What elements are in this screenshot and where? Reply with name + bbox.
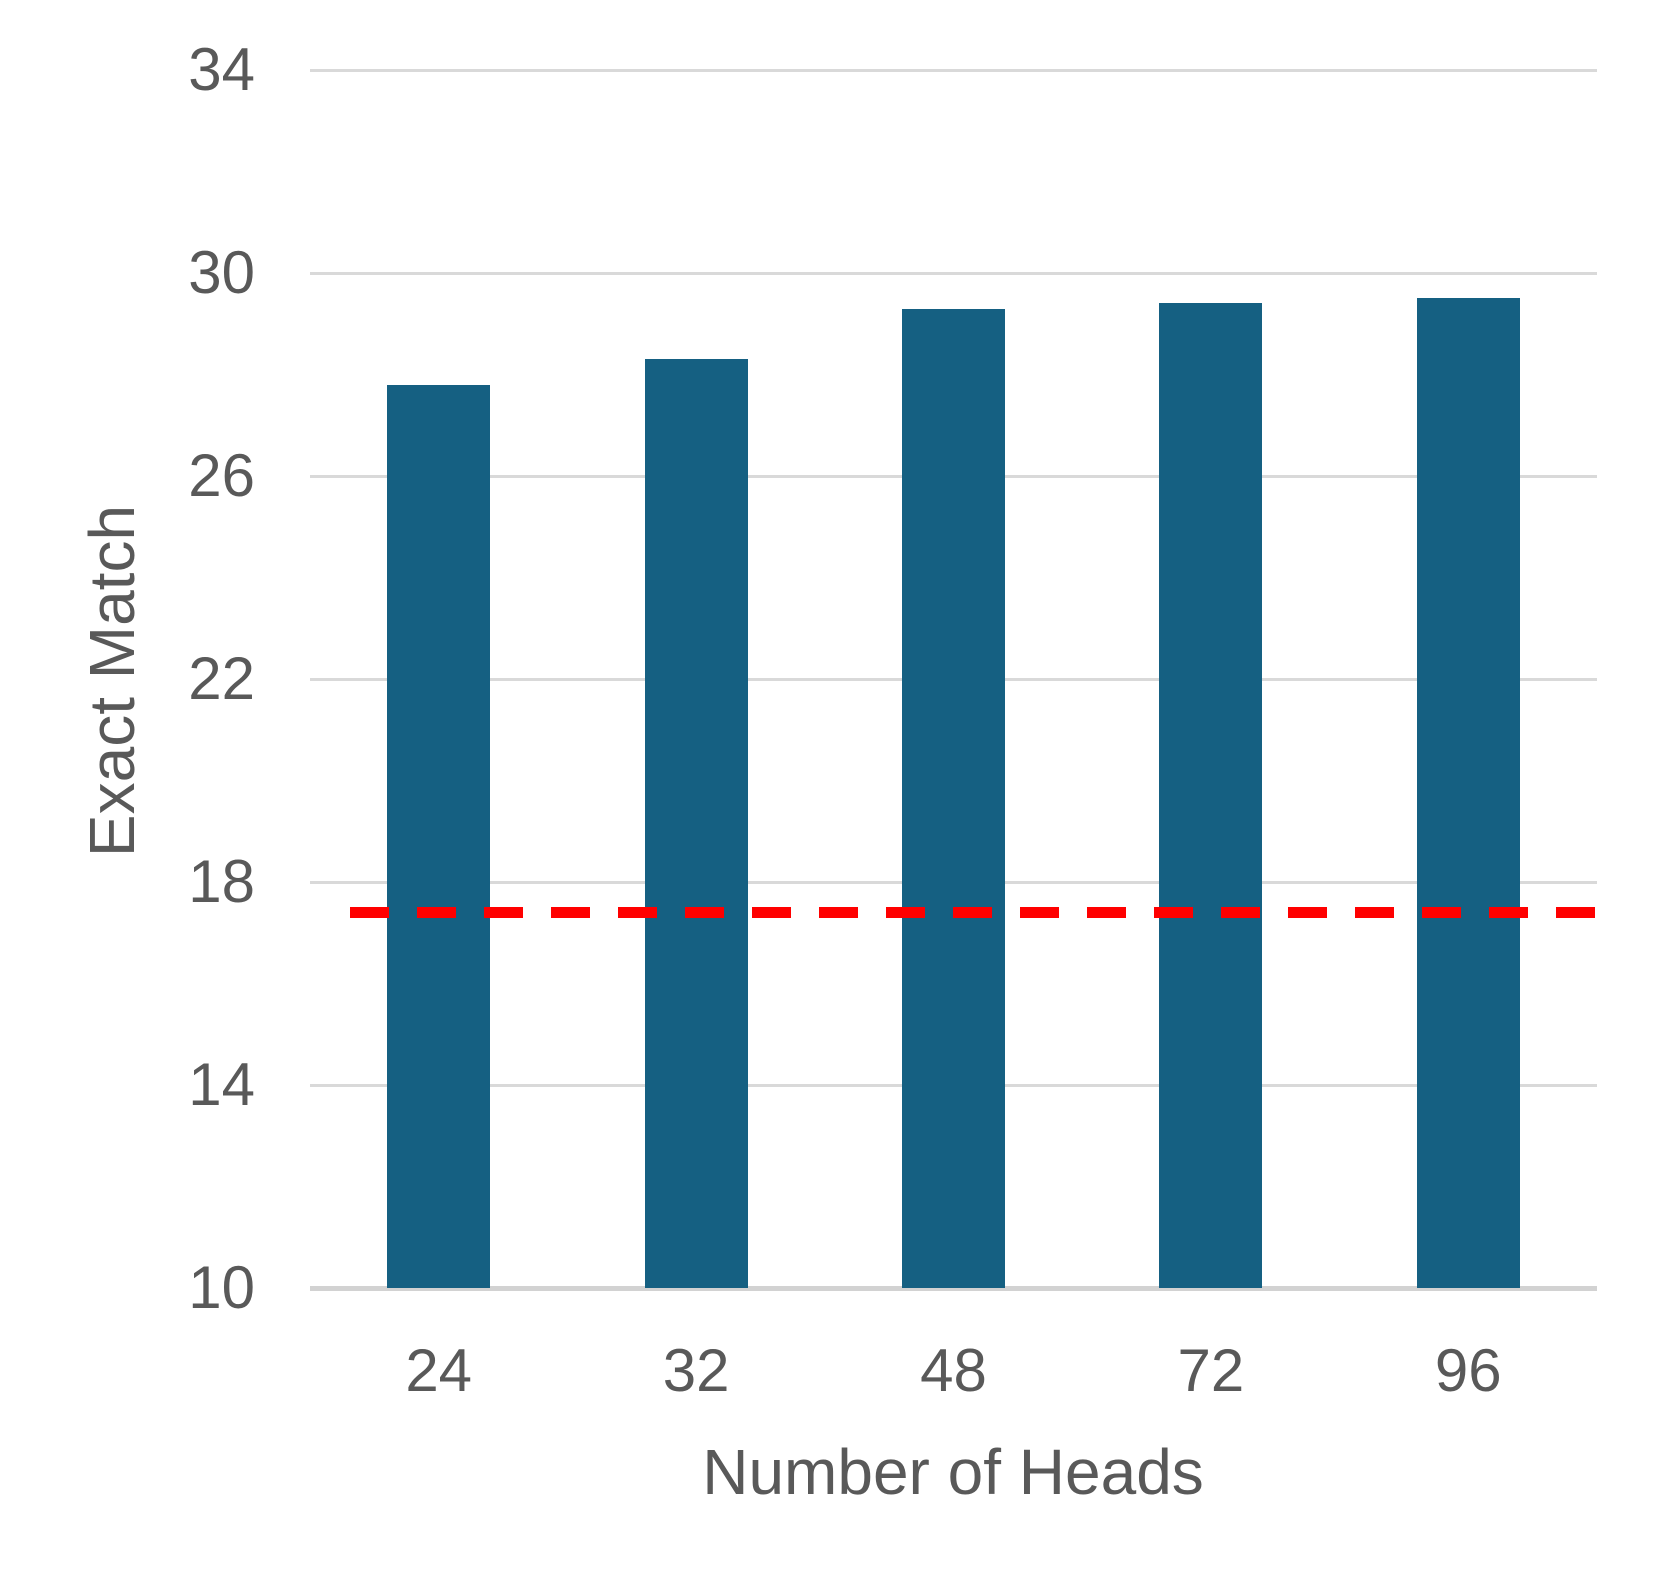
gridline: [310, 68, 1597, 72]
x-tick-label: 32: [662, 1337, 730, 1404]
y-tick-label: 22: [188, 645, 255, 712]
y-tick-label: 18: [188, 848, 255, 915]
bar-24: [387, 384, 491, 1288]
x-tick-label: 96: [1434, 1337, 1502, 1404]
bar-72: [1159, 303, 1263, 1288]
y-tick-label: 30: [188, 239, 255, 306]
y-tick-label: 14: [188, 1051, 255, 1118]
bar-96: [1416, 298, 1520, 1288]
x-tick-label: 48: [920, 1337, 987, 1404]
x-tick-label: 24: [405, 1337, 473, 1404]
y-tick-label: 26: [188, 442, 255, 509]
gridline: [310, 271, 1597, 275]
x-axis-title: Number of Heads: [702, 1436, 1204, 1508]
y-tick-label: 10: [188, 1254, 255, 1321]
y-tick-label: 34: [188, 36, 255, 103]
bar-48: [902, 308, 1005, 1288]
x-tick-label: 72: [1177, 1337, 1245, 1404]
bar-32: [644, 359, 748, 1288]
x-axis-line: [310, 1286, 1597, 1291]
reference-line: [350, 906, 1597, 918]
